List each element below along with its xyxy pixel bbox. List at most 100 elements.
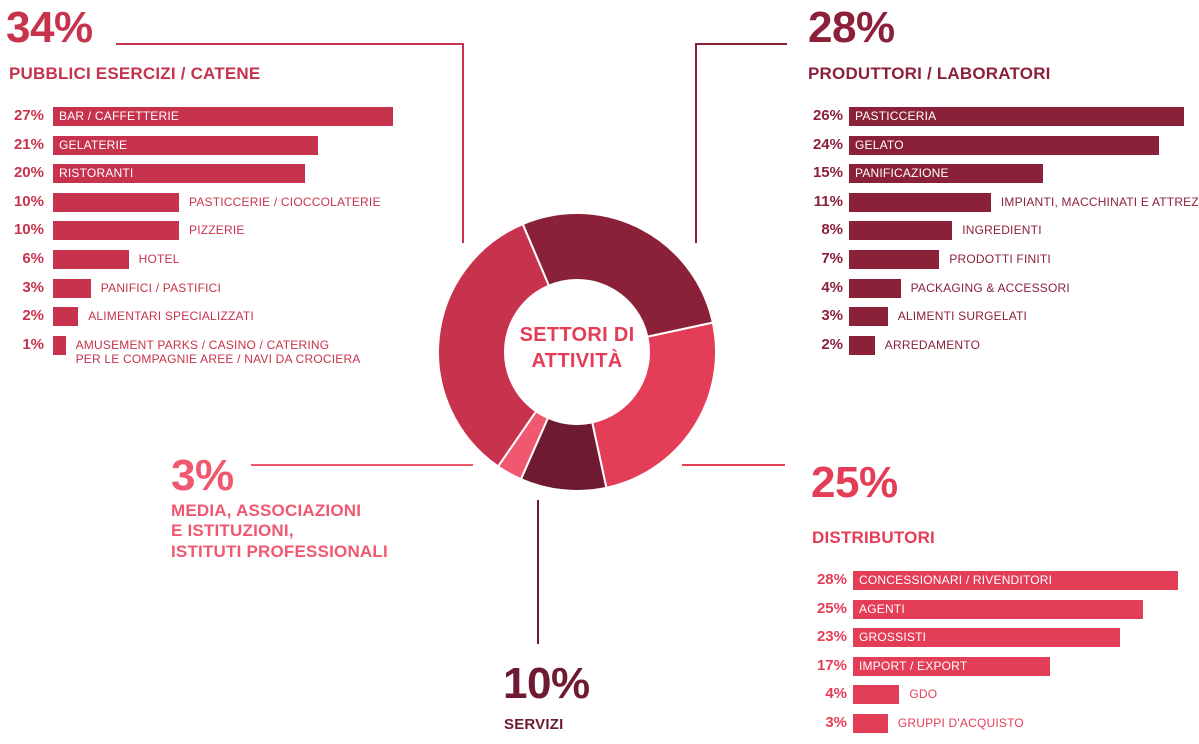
bar-category-label: GELATO <box>855 137 904 152</box>
servizi-title: SERVIZI <box>504 716 564 733</box>
bar <box>849 278 901 298</box>
bar-row: 20% RISTORANTI <box>4 163 424 184</box>
bar-category-label: CONCESSIONARI / RIVENDITORI <box>859 573 1053 587</box>
bar-row: 1% AMUSEMENT PARKS / CASINO / CATERING PER… <box>4 335 424 366</box>
bar-percent-label: 8% <box>821 221 843 239</box>
donut-slice-produttori <box>521 212 715 338</box>
bar-category-label: AGENTI <box>859 601 905 616</box>
bar <box>849 335 875 355</box>
bar-category-label: PANIFICI / PASTIFICI <box>100 280 222 295</box>
bar <box>849 135 1159 155</box>
bar <box>853 714 888 733</box>
bar-category-label: PRODOTTI FINITI <box>949 252 1051 266</box>
connector-line-pubblici <box>116 43 464 243</box>
bar-percent-label: 26% <box>812 107 843 124</box>
bar <box>53 135 318 155</box>
distributori-title: DISTRIBUTORI <box>812 528 935 547</box>
bar-row: 23% GROSSISTI <box>807 627 1199 648</box>
bar-category-label: ALIMENTARI SPECIALIZZATI <box>88 309 254 324</box>
bar-percent-label: 10% <box>13 221 44 239</box>
bar-percent-label: 11% <box>813 192 843 210</box>
bar-row: 6% HOTEL <box>4 249 424 269</box>
bar <box>849 107 1185 126</box>
bar-row: 25% AGENTI <box>807 599 1199 619</box>
donut-slice-pubblici <box>437 222 551 468</box>
bar-category-label: PACKAGING & ACCESSORI <box>910 280 1070 295</box>
bar-row: 10% PIZZERIE <box>4 220 424 241</box>
bar-category-label: IMPORT / EXPORT <box>859 658 968 673</box>
connector-line-produttori <box>695 43 787 243</box>
bar-category-label: ALIMENTI SURGELATI <box>897 309 1028 324</box>
bar-percent-label: 2% <box>821 335 843 353</box>
bar <box>53 335 66 355</box>
bar-category-label: GROSSISTI <box>859 630 927 645</box>
bar <box>853 599 1143 619</box>
media-title-line-1: MEDIA, ASSOCIAZIONI <box>171 501 362 520</box>
bar-category-label: ARREDAMENTO <box>884 337 981 352</box>
bar-row: 26% PASTICCERIA <box>803 106 1199 126</box>
bar-row: 27% BAR / CAFFETTERIE <box>4 106 424 126</box>
bar <box>853 685 900 705</box>
bar <box>849 164 1043 184</box>
bar-percent-label: 4% <box>821 278 843 296</box>
bar <box>853 656 1051 676</box>
bar-row: 4% PACKAGING & ACCESSORI <box>803 278 1199 298</box>
bar-row: 2% ARREDAMENTO <box>803 335 1199 355</box>
bar-percent-label: 25% <box>816 599 847 617</box>
bar-row: 21% GELATERIE <box>4 135 424 155</box>
bar-percent-label: 1% <box>22 335 44 353</box>
bar-category-label: GELATERIE <box>59 137 128 152</box>
bar-percent-label: 10% <box>13 192 44 210</box>
bar-percent-label: 15% <box>812 164 843 182</box>
chart-title: SETTORI DI ATTIVITÀ <box>519 324 635 372</box>
bar-row: 8% INGREDIENTI <box>803 220 1199 241</box>
bar-category-label: BAR / CAFFETTERIE <box>59 109 180 123</box>
bar-percent-label: 3% <box>22 278 44 296</box>
bar-percent-label: 3% <box>825 714 847 731</box>
bar-percent-label: 7% <box>821 250 843 267</box>
bar-percent-label: 4% <box>825 685 847 703</box>
bar <box>853 571 1178 590</box>
bar-row: 10% PASTICCERIE / CIOCCOLATERIE <box>4 192 424 212</box>
bar <box>53 164 305 184</box>
bar-row: 3% ALIMENTI SURGELATI <box>803 306 1199 327</box>
bar <box>849 221 953 241</box>
bar-row: 2% ALIMENTARI SPECIALIZZATI <box>4 306 424 327</box>
produttori-title: PRODUTTORI / LABORATORI <box>808 64 1051 83</box>
media-percent: 3% <box>171 451 234 500</box>
bar-percent-label: 28% <box>816 571 847 588</box>
bar <box>53 221 179 241</box>
distributori-bar-list: 28% CONCESSIONARI / RIVENDITORI 25% AGENTI 2… <box>807 570 1199 744</box>
bar <box>53 278 91 298</box>
bar <box>53 307 79 327</box>
pubblici-percent: 34% <box>6 3 93 52</box>
bar-category-label: INGREDIENTI <box>962 223 1042 238</box>
bar <box>849 250 940 269</box>
bar-percent-label: 27% <box>13 107 44 124</box>
servizi-percent: 10% <box>503 659 590 708</box>
bar-row: 3% GRUPPI D'ACQUISTO <box>807 713 1199 733</box>
bar <box>53 250 129 269</box>
bar <box>53 192 179 212</box>
bar-row: 3% PANIFICI / PASTIFICI <box>4 278 424 298</box>
bar <box>853 628 1120 648</box>
bar-row: 24% GELATO <box>803 135 1199 155</box>
bar-category-label: PASTICCERIA <box>855 109 937 123</box>
bar-category-label: GRUPPI D'ACQUISTO <box>897 716 1024 730</box>
bar-percent-label: 3% <box>821 307 843 325</box>
produttori-percent: 28% <box>808 3 895 52</box>
media-title-line-3: ISTITUTI PROFESSIONALI <box>171 542 388 561</box>
bar-category-label: GDO <box>909 687 938 702</box>
media-title-line-2: E ISTITUZIONI, <box>171 521 294 540</box>
bar-percent-label: 2% <box>22 307 44 325</box>
bar-percent-label: 6% <box>22 250 44 267</box>
bar-row: 4% GDO <box>807 684 1199 705</box>
bar-row: 28% CONCESSIONARI / RIVENDITORI <box>807 570 1199 590</box>
pubblici-bar-list: 27% BAR / CAFFETTERIE 21% GELATERIE 20% RISTO… <box>4 106 424 376</box>
bar-row: 17% IMPORT / EXPORT <box>807 656 1199 676</box>
bar-category-label: PASTICCERIE / CIOCCOLATERIE <box>189 194 381 209</box>
bar <box>849 307 888 327</box>
bar <box>849 192 991 212</box>
bar-category-label: HOTEL <box>138 252 180 266</box>
bar-percent-label: 24% <box>812 135 843 153</box>
